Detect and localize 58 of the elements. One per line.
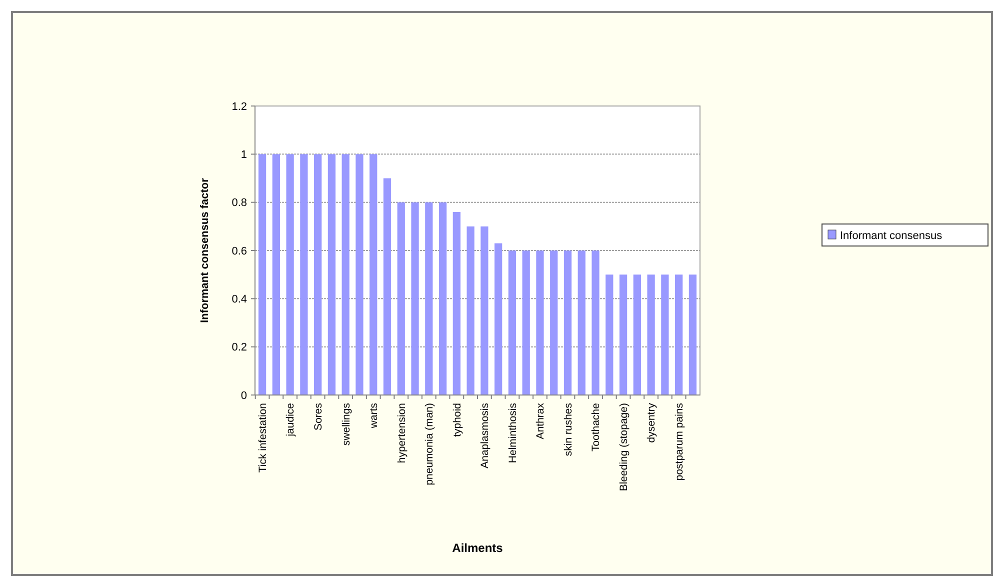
bar bbox=[300, 154, 308, 395]
bar bbox=[536, 250, 544, 395]
x-tick-label: pneumonia (man) bbox=[424, 403, 436, 486]
bar bbox=[661, 274, 669, 395]
bar bbox=[647, 274, 655, 395]
bar bbox=[272, 154, 280, 395]
bar bbox=[522, 250, 530, 395]
y-tick-label: 0.6 bbox=[232, 245, 247, 258]
bar bbox=[466, 226, 474, 395]
x-tick-label: hypertension bbox=[396, 402, 408, 464]
x-tick-label: typhoid bbox=[451, 402, 464, 437]
bar bbox=[508, 250, 516, 395]
x-tick-label: Toothache bbox=[590, 402, 602, 452]
x-tick-label: jaudice bbox=[284, 402, 297, 438]
bar bbox=[328, 154, 336, 395]
x-tick-label: Helminthosis bbox=[506, 403, 519, 464]
bar bbox=[383, 178, 392, 395]
y-tick-label: 0.4 bbox=[232, 294, 247, 306]
bar bbox=[578, 250, 586, 395]
bar bbox=[356, 154, 364, 395]
bar bbox=[425, 202, 433, 395]
legend-label: Informant consensus bbox=[840, 230, 943, 242]
y-axis-title: Informant consensus factor bbox=[199, 177, 211, 323]
x-axis-title: Ailments bbox=[452, 541, 504, 555]
x-tick-label: Anthrax bbox=[534, 402, 547, 440]
bar bbox=[286, 154, 294, 395]
bar bbox=[688, 274, 697, 395]
x-tick-label: warts bbox=[368, 403, 380, 430]
x-tick-label: postparum pains bbox=[674, 403, 686, 481]
bar bbox=[411, 202, 419, 395]
y-tick-label: 0 bbox=[240, 390, 247, 402]
bar bbox=[606, 274, 614, 395]
bar bbox=[494, 243, 502, 395]
x-tick-label: Sores bbox=[312, 403, 325, 430]
x-tick-label: Anaplasmosis bbox=[479, 403, 492, 468]
bar bbox=[370, 154, 378, 395]
y-tick-label: 1 bbox=[240, 149, 247, 162]
bar bbox=[258, 154, 266, 395]
bar bbox=[633, 274, 641, 395]
bar bbox=[452, 212, 460, 395]
bar bbox=[342, 154, 350, 395]
bar bbox=[619, 274, 628, 395]
x-tick-label: Tick infestation bbox=[256, 402, 269, 473]
y-tick-label: 0.2 bbox=[232, 342, 247, 354]
x-tick-label: Bleeding (stopage) bbox=[618, 403, 630, 492]
bar bbox=[675, 274, 683, 395]
bar bbox=[438, 202, 447, 395]
y-tick-label: 0.8 bbox=[232, 197, 247, 210]
bar bbox=[314, 154, 322, 395]
x-tick-label: skin rushes bbox=[562, 403, 574, 456]
x-tick-label: dysentry bbox=[646, 402, 658, 443]
bar bbox=[564, 250, 572, 395]
bar bbox=[592, 250, 600, 395]
bar bbox=[550, 250, 558, 395]
x-tick-label: swellings bbox=[340, 403, 352, 446]
bar bbox=[397, 202, 405, 395]
y-tick-label: 1.2 bbox=[232, 100, 247, 113]
bar bbox=[480, 226, 488, 395]
